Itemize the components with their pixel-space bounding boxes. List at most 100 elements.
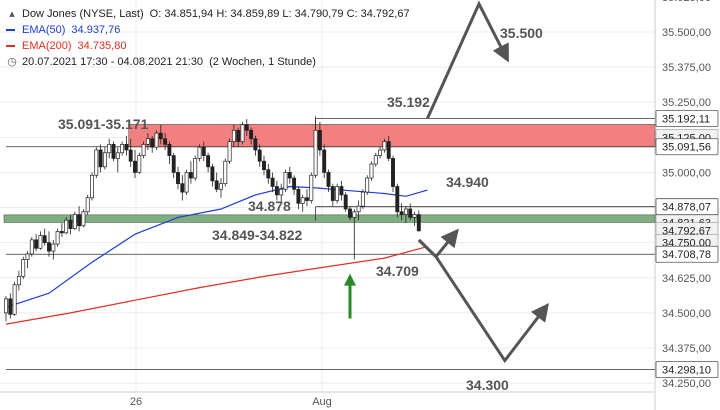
y-tick-label: 34.500,00 — [662, 308, 711, 320]
y-tick-label: 35.500,00 — [662, 27, 711, 39]
annotation-label: 34.878 — [248, 198, 291, 214]
candle-body — [391, 158, 395, 187]
candle-body — [154, 132, 159, 148]
candle-body — [197, 146, 202, 159]
candle-body — [51, 243, 56, 252]
level-tag-label: 34.298,10 — [662, 365, 711, 377]
ema50-value: 34.937,76 — [71, 24, 121, 36]
candle-body — [42, 235, 47, 244]
candle-body — [317, 129, 322, 151]
candle-body — [158, 132, 163, 140]
ema50-line — [5, 185, 428, 308]
candle-body — [72, 214, 77, 229]
x-tick-label: 26 — [130, 396, 142, 408]
candle-body — [219, 183, 223, 190]
collapse-icon[interactable]: ▴ — [9, 8, 15, 20]
candle-body — [416, 214, 421, 232]
candle-body — [395, 186, 400, 213]
candle-body — [115, 152, 120, 159]
candle-body — [184, 172, 189, 193]
candle-body — [240, 124, 245, 142]
candle-body — [98, 149, 103, 168]
candle-body — [68, 219, 73, 229]
candle-body — [292, 177, 297, 190]
candle-body — [163, 138, 168, 145]
y-tick-label: 35.000,00 — [662, 167, 711, 179]
candle-body — [29, 239, 34, 255]
candle-body — [253, 138, 258, 151]
candle-body — [145, 138, 150, 145]
candle-body — [348, 208, 352, 218]
candle-body — [150, 138, 155, 148]
y-tick-label: 34.625,00 — [662, 273, 711, 285]
candle-body — [287, 172, 292, 179]
level-lines — [6, 118, 655, 371]
candle-body — [201, 146, 206, 156]
zone-resistance — [128, 124, 656, 148]
candle-body — [206, 155, 211, 168]
candle-body — [279, 188, 284, 196]
candle-body — [85, 197, 90, 213]
y-tick-label: 35.625,00 — [662, 0, 711, 4]
candle-body — [133, 160, 137, 173]
candle-body — [193, 158, 198, 179]
candle-body — [25, 253, 30, 260]
ema200-line — [5, 246, 428, 325]
candle-body — [210, 166, 215, 182]
legend-row-ema200[interactable]: EMA(200) 34.735,80 — [6, 38, 410, 54]
zone-support — [3, 214, 656, 223]
candle-body — [322, 149, 327, 173]
candle-body — [244, 124, 249, 131]
candle-body — [4, 298, 8, 314]
candle-body — [399, 211, 404, 215]
ema200-swatch — [6, 45, 15, 47]
legend: ▴ Dow Jones (NYSE, Last) O: 34.851,94 H:… — [6, 6, 410, 70]
candle-body — [94, 149, 99, 176]
candle-body — [236, 129, 241, 142]
candle-body — [330, 186, 335, 201]
level-tag-bg — [655, 198, 719, 216]
buy-signal-arrowhead — [344, 273, 356, 286]
level-tag-bg — [655, 245, 719, 263]
level-tag-label: 34.878,07 — [662, 202, 711, 214]
candle-body — [16, 276, 21, 286]
legend-row-ema50[interactable]: EMA(50) 34.937,76 — [6, 22, 410, 38]
candle-body — [124, 144, 129, 151]
level-tag-bg — [655, 110, 719, 127]
candle-body — [137, 155, 142, 173]
candle-body — [180, 183, 185, 193]
candle-body — [141, 144, 146, 156]
scenario-paths — [344, 0, 549, 364]
candle-body — [55, 231, 60, 245]
candle-body — [214, 180, 219, 190]
candle-body — [365, 177, 370, 193]
legend-row-instrument: ▴ Dow Jones (NYSE, Last) O: 34.851,94 H:… — [6, 6, 409, 22]
candle-body — [128, 149, 133, 162]
level-tag-bg — [655, 138, 719, 156]
annotation-label: 35.091-35.171 — [58, 116, 149, 132]
candle-body — [81, 211, 86, 227]
candle-body — [188, 172, 193, 179]
annotation-label: 34.709 — [376, 263, 419, 279]
date-range: 20.07.2021 17:30 - 04.08.2021 21:30 — [22, 56, 204, 68]
candle-body — [167, 144, 172, 156]
candle-body — [21, 259, 26, 277]
period: (2 Wochen, 1 Stunde) — [209, 56, 316, 68]
candle-body — [171, 155, 176, 173]
x-axis: 26 Aug — [0, 391, 655, 408]
candle-body — [412, 214, 417, 218]
candle-body — [296, 188, 301, 204]
candle-body — [283, 172, 288, 190]
candle-body — [352, 211, 357, 218]
level-tag-label: 35.091,56 — [662, 142, 711, 154]
y-axis: 35.625,00 35.500,00 35.375,00 35.250,00 35.1… — [655, 0, 719, 390]
candle-body — [223, 160, 228, 185]
candle-body — [64, 219, 69, 234]
candle-body — [300, 197, 305, 204]
annotation-label: 34.849-34.822 — [212, 227, 303, 243]
candle-body — [382, 141, 387, 151]
candle-body — [249, 129, 254, 140]
candle-body — [305, 197, 309, 201]
candle-body — [386, 141, 391, 159]
